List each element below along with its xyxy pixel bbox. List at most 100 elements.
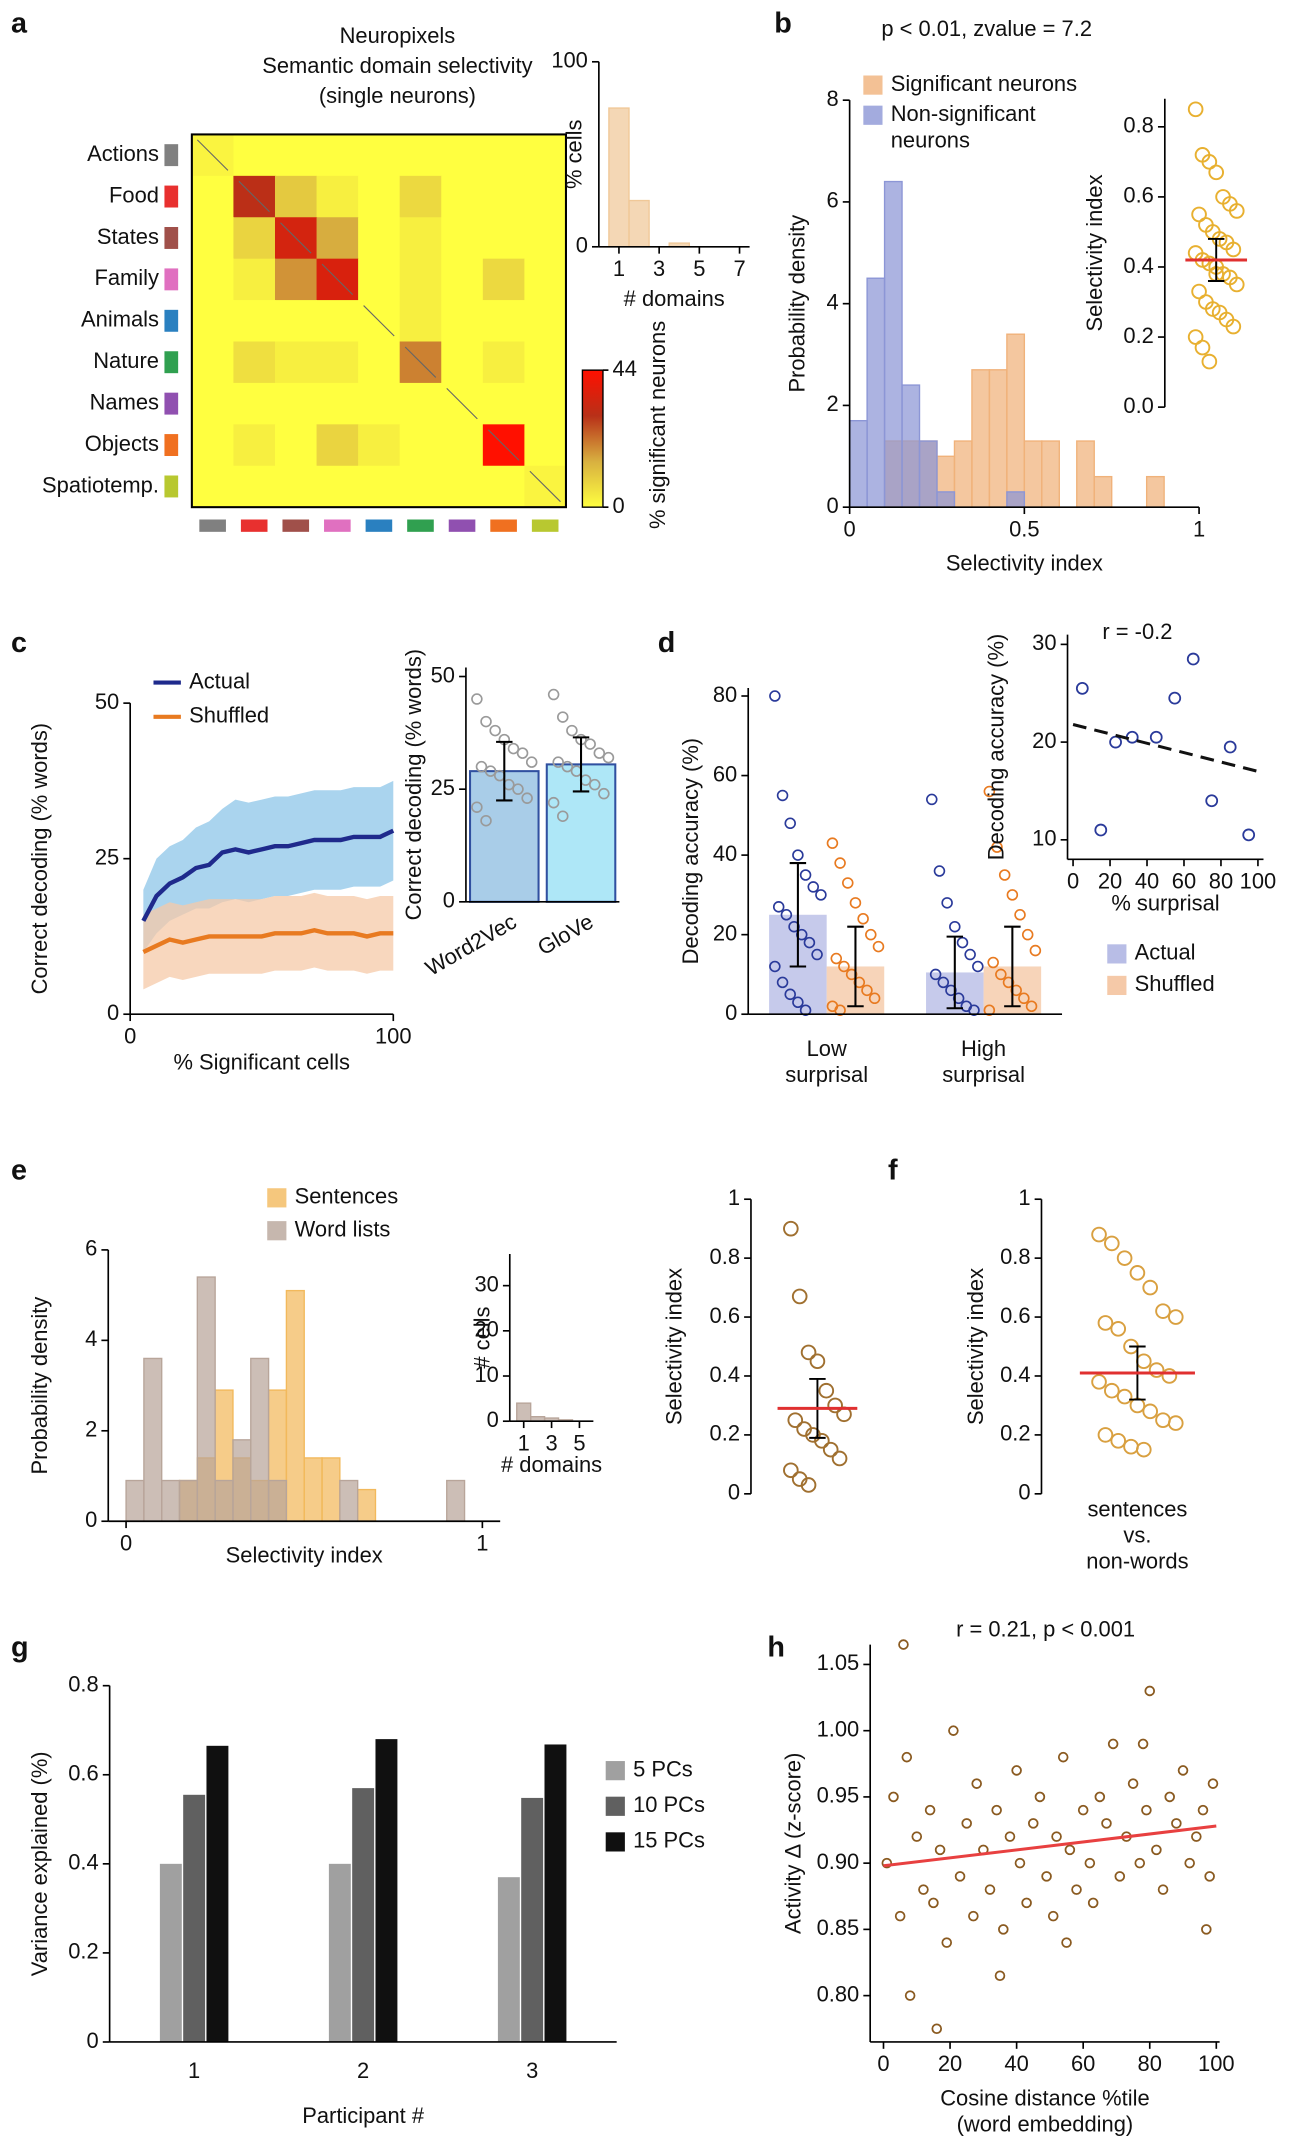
x-tick-label: 0 bbox=[844, 516, 856, 541]
x-tick-label: 1 bbox=[476, 1530, 488, 1555]
legend-label: 10 PCs bbox=[633, 1792, 705, 1817]
histogram-bar bbox=[1093, 475, 1113, 508]
heatmap-cell bbox=[358, 382, 401, 425]
y-tick-label: 0.6 bbox=[1000, 1303, 1030, 1328]
row-label: States bbox=[97, 224, 159, 249]
point bbox=[516, 747, 529, 759]
y-tick-label: 0 bbox=[487, 1407, 499, 1432]
y-tick-label: 0.0 bbox=[1123, 393, 1153, 418]
point bbox=[1077, 1804, 1089, 1816]
row-label: Nature bbox=[93, 348, 159, 373]
histogram-bar bbox=[178, 1479, 199, 1522]
heatmap-cell bbox=[274, 382, 318, 425]
point bbox=[918, 1884, 929, 1895]
colorbar-label: % significant neurons bbox=[645, 321, 670, 529]
point bbox=[1149, 730, 1163, 744]
x-tick-label: 60 bbox=[1172, 868, 1196, 893]
heatmap-cell bbox=[191, 258, 234, 301]
heatmap-cell bbox=[233, 424, 276, 467]
point bbox=[830, 952, 843, 965]
legend-swatch bbox=[605, 1796, 625, 1816]
fit-line bbox=[883, 1824, 1217, 1868]
point bbox=[784, 988, 796, 1001]
point bbox=[799, 869, 812, 881]
heatmap-cell bbox=[524, 217, 567, 260]
legend-label: Significant neurons bbox=[891, 71, 1077, 96]
heatmap-cell bbox=[358, 134, 401, 177]
x-axis-label: Selectivity index bbox=[946, 551, 1103, 576]
y-tick-label: 4 bbox=[85, 1326, 97, 1351]
point bbox=[1110, 1321, 1127, 1337]
row-label: Names bbox=[90, 389, 159, 414]
heatmap-cell bbox=[399, 300, 442, 343]
x-tick-label: 40 bbox=[1135, 868, 1159, 893]
y-tick-label: 0.95 bbox=[817, 1783, 860, 1808]
histogram-bar bbox=[267, 1479, 288, 1522]
point bbox=[948, 1725, 959, 1736]
y-axis-label: Selectivity index bbox=[661, 1268, 686, 1425]
legend-label: Actual bbox=[1135, 940, 1196, 965]
y-tick-label: 25 bbox=[431, 775, 455, 800]
heatmap-frame bbox=[190, 133, 567, 509]
point bbox=[809, 1353, 826, 1370]
y-tick-label: 0 bbox=[725, 1000, 737, 1025]
point bbox=[489, 724, 501, 737]
point bbox=[995, 968, 1007, 981]
colorbar-tick-label: 0 bbox=[613, 493, 625, 518]
point bbox=[1097, 1427, 1114, 1443]
series-line bbox=[142, 927, 394, 954]
histogram-bar bbox=[883, 180, 903, 508]
row-color bbox=[164, 434, 179, 457]
heatmap-cell bbox=[441, 175, 484, 218]
point bbox=[602, 751, 615, 764]
point bbox=[800, 1477, 817, 1493]
point bbox=[904, 1990, 916, 2001]
panel-label: a bbox=[11, 7, 28, 39]
point bbox=[799, 1004, 812, 1016]
x-tick-label: 20 bbox=[1098, 868, 1122, 893]
point bbox=[557, 711, 569, 723]
histogram-bar bbox=[339, 1479, 359, 1522]
y-axis-label: Selectivity index bbox=[963, 1268, 988, 1425]
point bbox=[853, 976, 866, 989]
y-tick-label: 1 bbox=[1018, 1185, 1030, 1210]
legend-label: Non-significant neurons bbox=[891, 101, 1036, 152]
point bbox=[1094, 823, 1108, 837]
row-color bbox=[164, 351, 179, 374]
point bbox=[557, 810, 569, 822]
row-label: Spatiotemp. bbox=[42, 472, 159, 497]
point bbox=[998, 869, 1011, 881]
heatmap-cell bbox=[233, 382, 276, 425]
point bbox=[933, 865, 946, 877]
point bbox=[1223, 740, 1237, 754]
row-label: Objects bbox=[85, 431, 159, 456]
x-tick-label: 7 bbox=[733, 256, 745, 281]
diagonal-mark bbox=[321, 263, 354, 295]
heatmap-cell bbox=[399, 175, 442, 218]
bar bbox=[328, 1863, 351, 2042]
panel-label: c bbox=[11, 627, 27, 659]
x-tick-label: High surprisal bbox=[942, 1036, 1025, 1087]
heatmap-cell bbox=[482, 175, 525, 218]
histogram-bar bbox=[1006, 333, 1026, 508]
point bbox=[1186, 652, 1200, 666]
heatmap-cell bbox=[358, 258, 401, 301]
y-tick-label: 100 bbox=[551, 48, 588, 73]
legend-swatch bbox=[605, 1832, 625, 1852]
point bbox=[949, 920, 961, 933]
point bbox=[795, 928, 808, 941]
point bbox=[561, 760, 574, 773]
y-axis-label: Correct decoding (% words) bbox=[401, 649, 426, 920]
chart-title: Neuropixels bbox=[340, 23, 456, 48]
point bbox=[566, 724, 578, 737]
y-axis-label: Decoding accuracy (%) bbox=[678, 738, 703, 964]
histogram-bar bbox=[232, 1439, 252, 1522]
heatmap-cell bbox=[441, 258, 484, 301]
point bbox=[1141, 1804, 1152, 1816]
point bbox=[1101, 1818, 1112, 1829]
column-color bbox=[448, 519, 476, 532]
point bbox=[987, 956, 999, 969]
point bbox=[994, 1970, 1006, 1982]
heatmap-cell bbox=[316, 465, 359, 508]
heatmap-cell bbox=[191, 217, 234, 260]
